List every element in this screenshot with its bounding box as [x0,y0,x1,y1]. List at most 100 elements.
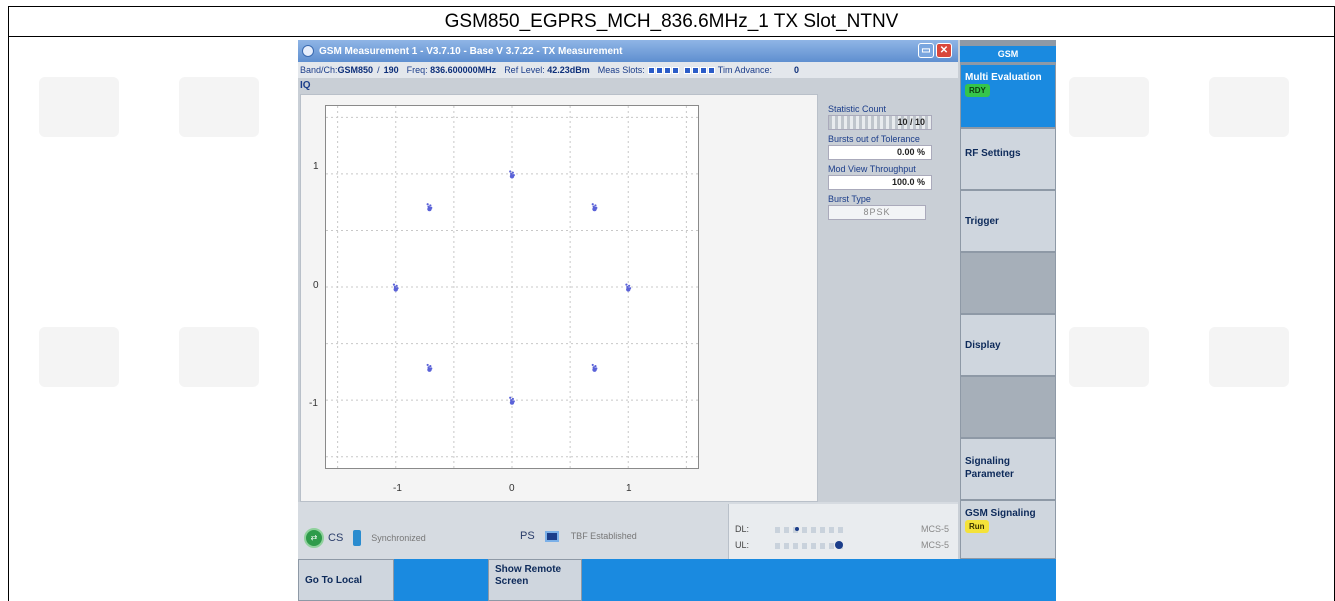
ps-state: TBF Established [570,531,637,541]
ref-level-label: Ref Level: [504,65,545,75]
freq-value: 836.600000MHz [430,65,497,75]
statistic-count-label: Statistic Count [828,104,887,114]
constellation-point [511,397,514,401]
connection-status-row: ⇄ CS Synchronized PS TBF Established DL:… [298,502,958,562]
meas-slots-indicator [647,66,715,74]
constellation-point [429,204,432,207]
constellation-point [594,365,597,368]
gsm-signaling-label: GSM Signaling [965,508,1036,519]
rf-settings-button[interactable]: RF Settings [960,128,1056,190]
iq-plot-area [325,105,699,469]
statistic-count-value: 10 / 10 [828,115,932,130]
window-title: GSM Measurement 1 - V3.7.10 - Base V 3.7… [319,45,623,57]
signaling-parameter-button[interactable]: Signaling Parameter [960,438,1056,500]
ul-mcs: MCS-5 [920,540,949,550]
phone-icon [353,530,362,546]
softkey-bar: Go To Local Show Remote Screen [298,559,1056,601]
constellation-point [426,363,429,367]
constellation-point [595,367,598,370]
constellation-point [625,283,628,286]
watermark [1209,77,1289,137]
watermark [1209,327,1289,387]
constellation-panel: Q I 1 0 -1 -1 0 1 [300,94,818,502]
display-button[interactable]: Display [960,314,1056,376]
x-tick-label: -1 [393,483,402,494]
watermark [1069,77,1149,137]
downlink-status: DL: MCS-5 [735,524,953,534]
cs-state: Synchronized [371,533,426,543]
freq-label: Freq: [406,65,428,75]
link-status-box: DL: MCS-5 UL: MCS-5 [728,504,958,560]
constellation-point [594,204,597,207]
dl-label: DL: [735,524,750,534]
dl-mcs: MCS-5 [920,524,949,534]
computer-icon [544,530,559,542]
burst-type-label: Burst Type [828,194,871,204]
x-tick-label: 0 [509,483,515,494]
constellation-point [591,203,594,206]
watermark [179,327,259,387]
rdy-badge: RDY [965,84,990,97]
constellation-point [396,287,399,290]
x-tick-label: 1 [626,483,632,494]
y-tick-label: 1 [313,161,319,172]
burst-type-value: 8PSK [828,205,926,220]
band-value: GSM850 [337,65,374,75]
go-to-local-button[interactable]: Go To Local [298,559,394,601]
constellation-point [395,284,398,287]
side-menu: GSM Multi Evaluation RDY RF Settings Tri… [960,40,1056,559]
close-icon[interactable]: ✕ [936,43,952,58]
band-label: Band/Ch: [300,65,338,75]
show-remote-screen-button[interactable]: Show Remote Screen [488,559,582,601]
empty-softkey [960,252,1056,314]
ref-level-value: 42.23dBm [547,65,590,75]
constellation-point [628,284,631,287]
tab-gsm[interactable]: GSM [960,46,1056,62]
constellation-point [511,171,514,174]
minimize-icon[interactable]: ▭ [918,43,934,58]
meas-slots-label: Meas Slots: [597,65,645,75]
constellation-point [426,203,429,206]
ps-label: PS [520,530,535,542]
ul-label: UL: [735,540,750,550]
cs-label: CS [328,532,344,544]
document-title: GSM850_EGPRS_MCH_836.6MHz_1 TX Slot_NTNV [8,6,1335,36]
constellation-point [595,206,598,209]
app-icon [302,45,314,57]
run-badge: Run [965,520,989,533]
view-label: IQ [300,80,311,91]
tim-advance-label: Tim Advance: [717,65,772,75]
constellation-point [392,283,396,286]
constellation-point [429,365,432,368]
gsm-signaling-button[interactable]: GSM Signaling Run [960,500,1056,559]
bursts-out-of-tolerance-label: Bursts out of Tolerance [828,134,920,144]
constellation-point [512,400,515,403]
constellation-point [430,206,433,209]
constellation-point [509,396,512,399]
constellation-point [591,363,594,367]
constellation-point [509,170,512,173]
measurement-info-row: Band/Ch: GSM850 / 190 Freq: 836.600000MH… [298,62,958,78]
trigger-button[interactable]: Trigger [960,190,1056,252]
mod-view-throughput-value: 100.0 % [828,175,932,190]
channel-separator: / [377,65,380,75]
statistics-panel: Statistic Count 10 / 10 Bursts out of To… [818,94,958,502]
watermark [39,77,119,137]
watermark [1069,327,1149,387]
multi-evaluation-label: Multi Evaluation [965,72,1042,83]
watermark [39,327,119,387]
bursts-out-of-tolerance-value: 0.00 % [828,145,932,160]
iq-constellation-chart [326,106,698,468]
cs-status-icon: ⇄ [304,528,324,548]
uplink-status: UL: MCS-5 [735,540,953,550]
constellation-point [512,173,515,177]
constellation-point [430,367,433,370]
empty-softkey [960,376,1056,438]
constellation-point [628,287,632,290]
instrument-screen: GSM Measurement 1 - V3.7.10 - Base V 3.7… [298,40,1056,601]
mod-view-throughput-label: Mod View Throughput [828,164,916,174]
multi-evaluation-button[interactable]: Multi Evaluation RDY [960,64,1056,128]
y-tick-label: 0 [313,280,319,291]
watermark [179,77,259,137]
y-tick-label: -1 [309,398,318,409]
